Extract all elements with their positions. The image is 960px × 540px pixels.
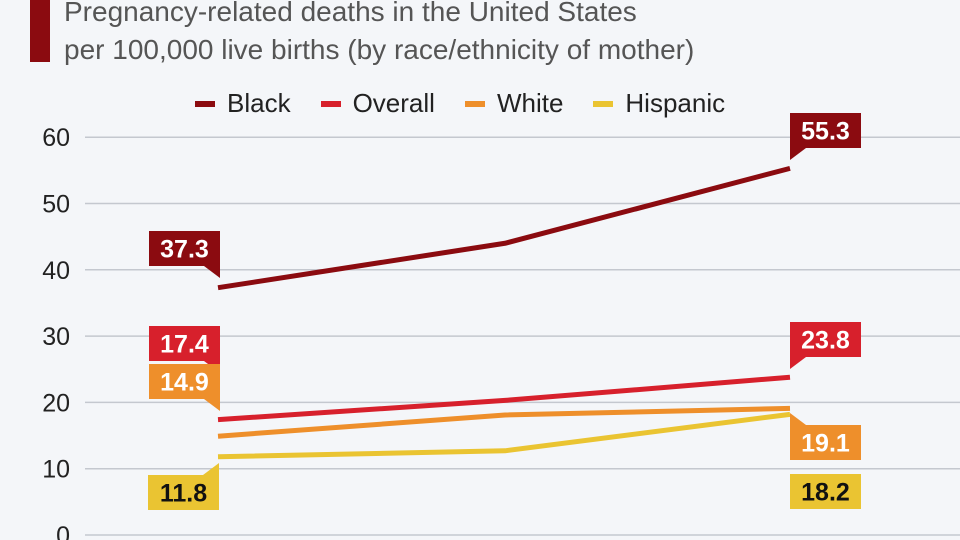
- series-line-black: [217, 165, 791, 291]
- legend-item-overall: Overall: [320, 88, 435, 119]
- data-label-box: [790, 474, 861, 509]
- data-label-pointer: [204, 266, 220, 278]
- legend-label: White: [496, 88, 564, 118]
- chart-subtitle: per 100,000 live births (by race/ethnici…: [64, 34, 695, 65]
- legend-item-black: Black: [195, 88, 291, 119]
- data-label-box: [790, 425, 861, 460]
- legend: Black Overall White Hispanic: [195, 88, 725, 119]
- y-tick-label: 0: [56, 522, 70, 540]
- legend-item-hispanic: Hispanic: [593, 88, 725, 119]
- data-label: 17.4: [160, 331, 209, 359]
- data-label: 14.9: [160, 369, 209, 397]
- series-line-white: [217, 405, 791, 439]
- y-tick-label: 40: [42, 257, 70, 285]
- chart-title: Pregnancy-related deaths in the United S…: [64, 0, 637, 27]
- data-label: 55.3: [801, 118, 850, 146]
- data-label-pointer: [790, 413, 806, 425]
- legend-swatch: [320, 100, 341, 107]
- data-label-pointer: [204, 399, 220, 411]
- data-label-pointer: [203, 463, 219, 475]
- y-tick-label: 20: [42, 389, 70, 417]
- legend-label: Hispanic: [625, 88, 726, 118]
- data-label-box: [790, 322, 861, 357]
- series-line-hispanic: [217, 411, 791, 460]
- data-label: 19.1: [801, 430, 850, 458]
- y-tick-label: 10: [42, 456, 70, 484]
- y-tick-label: 60: [42, 124, 70, 152]
- data-label: 37.3: [160, 236, 209, 264]
- legend-swatch: [195, 100, 215, 107]
- y-tick-label: 50: [42, 191, 70, 219]
- data-label: 23.8: [801, 327, 850, 355]
- legend-label: Overall: [352, 88, 435, 118]
- data-label-pointer: [790, 357, 806, 369]
- data-label-pointer: [790, 148, 806, 160]
- legend-swatch: [464, 100, 485, 107]
- legend-item-white: White: [464, 88, 564, 119]
- data-label: 18.2: [801, 479, 850, 507]
- data-label-box: [149, 326, 220, 361]
- series-line-overall: [217, 374, 791, 423]
- data-label-box: [149, 364, 220, 399]
- data-label-box: [790, 113, 861, 148]
- title-accent-bar: [30, 0, 50, 62]
- legend-swatch: [593, 100, 614, 107]
- y-tick-label: 30: [42, 323, 70, 351]
- legend-label: Black: [227, 88, 291, 118]
- data-label-box: [149, 231, 220, 266]
- data-label-box: [148, 475, 219, 510]
- data-label: 11.8: [160, 480, 207, 508]
